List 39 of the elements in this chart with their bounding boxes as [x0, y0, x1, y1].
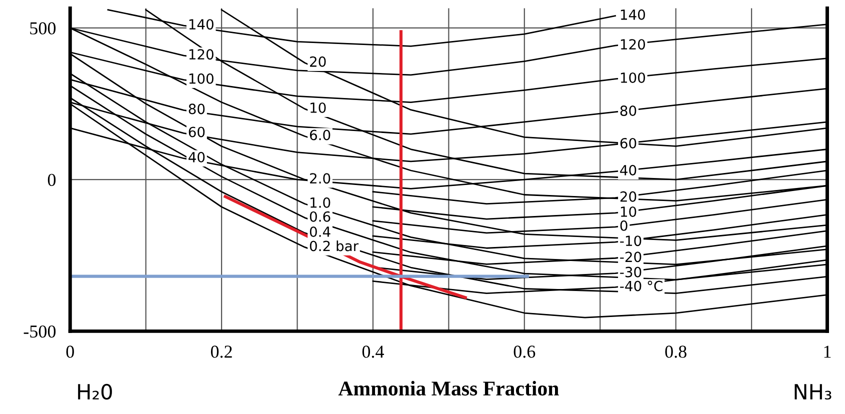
x-tick-label: 0	[66, 346, 74, 358]
annotation: 10	[310, 102, 326, 113]
annotation: 0.4	[310, 226, 330, 237]
annotation: -30	[620, 266, 642, 278]
annotation: 120	[189, 49, 214, 60]
annotation: 140	[189, 19, 214, 30]
annotation: 0.6	[310, 211, 330, 222]
annotation: 80	[188, 104, 205, 114]
annotation: 20	[310, 56, 326, 67]
annotation: 80	[620, 106, 636, 116]
annotation: 60	[188, 126, 205, 138]
x-axis-title: Ammonia Mass Fraction	[338, 380, 559, 396]
x-tick-label: 0.4	[362, 346, 384, 358]
annotation: 40	[620, 164, 636, 176]
annotation: 140	[620, 9, 646, 20]
annotation: 40	[188, 152, 205, 162]
text: H₂0	[78, 384, 112, 400]
annotation: 6.0	[310, 130, 330, 140]
annotation: 0.2 bar	[310, 240, 359, 252]
y-tick-label: -500	[24, 325, 56, 338]
annotation: 0	[620, 220, 628, 231]
x-tick-label: 0.2	[210, 346, 232, 358]
annotation: 60	[620, 138, 636, 148]
annotation: -20	[620, 252, 642, 262]
annotation: 120	[620, 39, 646, 50]
x-tick-label: 1	[824, 346, 831, 358]
annotation: -10	[620, 236, 642, 246]
text: NH₃	[794, 384, 832, 400]
annotation: 100	[189, 73, 214, 84]
annotation: -40 °C	[620, 280, 662, 292]
y-tick-label: 0	[48, 174, 56, 186]
annotation: 2.0	[310, 173, 330, 184]
annotation: 1.0	[310, 197, 330, 208]
x-tick-label: 0.8	[665, 346, 686, 358]
x-tick-label: 0.6	[514, 346, 536, 358]
annotation: 100	[620, 72, 646, 83]
y-tick-label: 500	[30, 22, 56, 34]
annotation: 10	[620, 206, 636, 217]
annotation: 20	[620, 191, 636, 202]
